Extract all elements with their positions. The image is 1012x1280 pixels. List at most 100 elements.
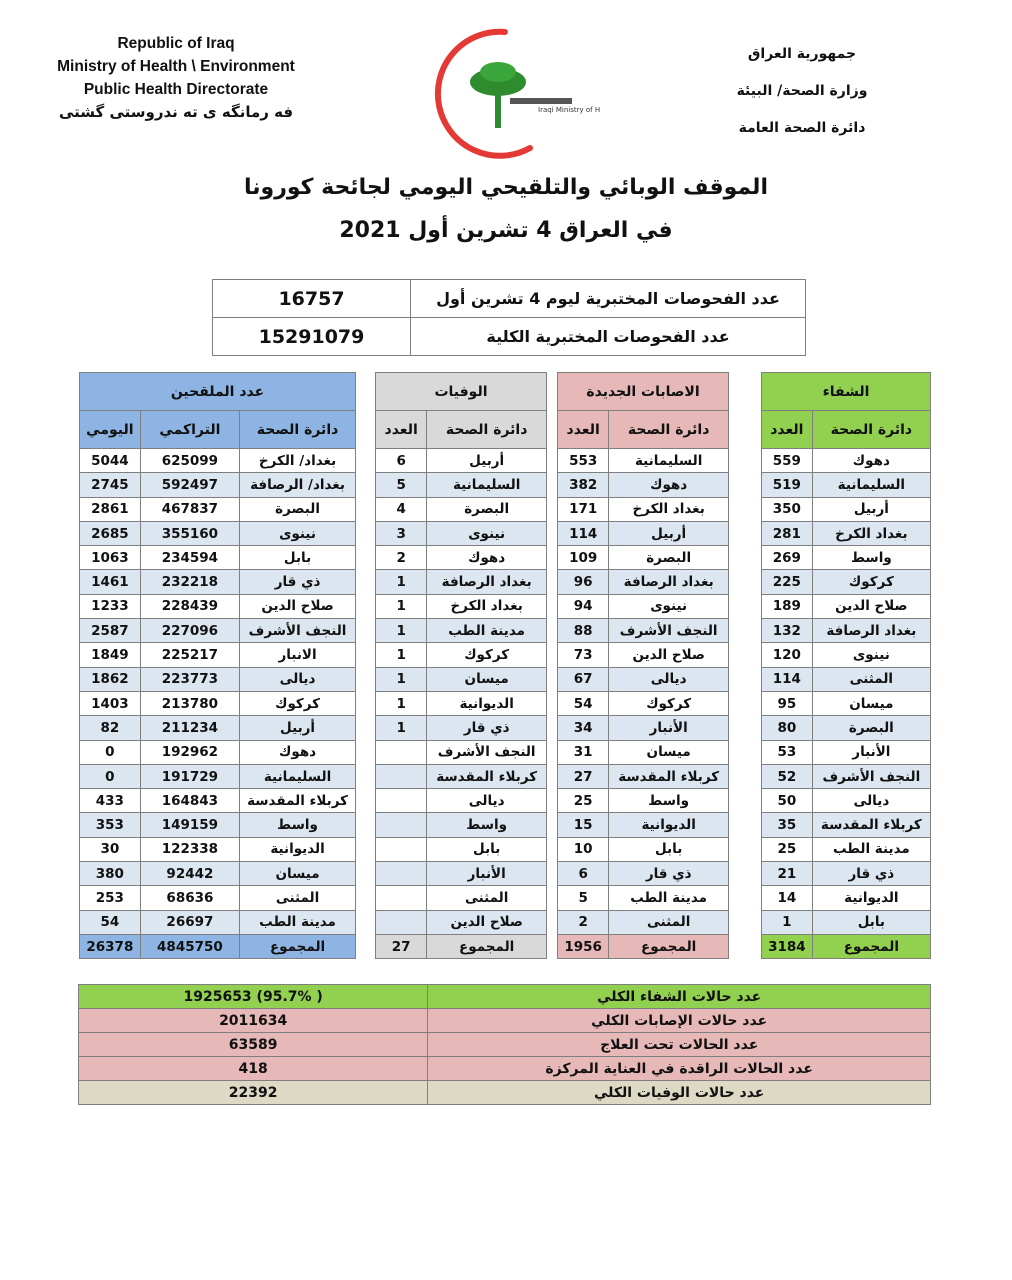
department-cell: أربيل <box>608 520 729 547</box>
department-cell: مدينة الطب <box>811 836 932 863</box>
department-cell: بغداد الكرخ <box>608 496 729 522</box>
cumulative-cell: 213780 <box>139 690 241 717</box>
department-cell: مدينة الطب <box>426 618 547 644</box>
column-header-row: دائرة الصحة التراكمي اليومي <box>79 410 356 449</box>
table-row: الانبار 225217 1849 <box>79 642 356 668</box>
daily-cell: 2587 <box>79 618 141 644</box>
summary-row: عدد حالات الإصابات الكلي 2011634 <box>77 1008 931 1033</box>
table-title-row: الشفاء <box>761 372 931 411</box>
department-cell: السليمانية <box>811 472 932 498</box>
cumulative-cell: 211234 <box>139 715 241 741</box>
department-cell: بغداد الرصافة <box>426 569 547 595</box>
department-cell: السليمانية <box>426 472 547 498</box>
department-cell: البصرة <box>239 496 356 522</box>
table-row: السليمانية 191729 0 <box>79 763 356 790</box>
column-header-cumulative: التراكمي <box>139 410 241 449</box>
count-cell: 2 <box>374 545 428 571</box>
department-cell: الأنبار <box>811 739 932 765</box>
table-row: أربيل 211234 82 <box>79 715 356 741</box>
department-cell: السليمانية <box>239 763 356 790</box>
summary-value: 22392 <box>77 1080 429 1105</box>
count-cell: 10 <box>556 836 610 863</box>
table-row: النجف الأشرف 88 <box>556 618 729 644</box>
count-cell: 67 <box>556 666 610 692</box>
count-cell: 189 <box>761 593 813 620</box>
daily-cell: 0 <box>79 739 141 765</box>
department-cell: ذي قار <box>608 861 729 887</box>
column-header-daily: اليومي <box>79 410 141 449</box>
count-cell <box>374 909 428 935</box>
count-cell: 269 <box>761 545 813 571</box>
table-row: مدينة الطب 25 <box>761 836 932 863</box>
department-cell: بغداد الرصافة <box>608 569 729 595</box>
cumulative-cell: 234594 <box>139 545 241 571</box>
daily-cell: 1063 <box>79 545 141 571</box>
count-cell: 21 <box>761 861 813 887</box>
table-row: واسط 149159 353 <box>79 812 356 838</box>
count-cell: 27 <box>556 763 610 790</box>
table-row: ميسان 92442 380 <box>79 861 356 887</box>
count-cell <box>374 812 428 838</box>
count-cell: 519 <box>761 472 813 498</box>
count-cell: 35 <box>761 812 813 838</box>
summary-row: عدد الحالات الراقدة في العناية المركزة 41… <box>77 1056 931 1081</box>
table-row: بغداد/ الكرخ 625099 5044 <box>79 447 356 474</box>
department-cell: دهوك <box>608 472 729 498</box>
count-cell <box>374 861 428 887</box>
count-cell: 114 <box>556 520 610 547</box>
department-cell: نينوى <box>426 520 547 547</box>
department-cell: بابل <box>811 909 932 935</box>
table-row: أربيل 350 <box>761 496 932 522</box>
letterhead-line: جمهورية العراق <box>747 46 857 62</box>
count-cell <box>374 763 428 790</box>
table-row: نينوى 94 <box>556 593 729 620</box>
count-cell: 1 <box>374 618 428 644</box>
table-row: كربلاء المقدسة <box>374 763 547 790</box>
department-cell: ديالى <box>239 666 356 692</box>
total-row: المجموع 27 <box>374 933 547 960</box>
department-cell: واسط <box>811 545 932 571</box>
daily-cell: 5044 <box>79 447 141 474</box>
tests-row: عدد الفحوصات المختبرية الكلية 15291079 <box>212 317 806 356</box>
count-cell: 14 <box>761 885 813 911</box>
department-cell: مدينة الطب <box>608 885 729 911</box>
department-cell: الأنبار <box>426 861 547 887</box>
table-row: البصرة 4 <box>374 496 547 522</box>
column-header-row: دائرة الصحة العدد <box>556 410 729 449</box>
ministry-logo: Iraqi Ministry of Health <box>434 28 600 159</box>
table-row: بغداد الكرخ 171 <box>556 496 729 522</box>
count-cell: 5 <box>556 885 610 911</box>
daily-cell: 1403 <box>79 690 141 717</box>
department-cell: ديالى <box>426 788 547 814</box>
department-cell: ميسان <box>608 739 729 765</box>
cumulative-cell: 68636 <box>139 885 241 911</box>
table-row: بغداد الرصافة 132 <box>761 618 932 644</box>
table-title: الشفاء <box>761 372 931 411</box>
cumulative-cell: 164843 <box>139 788 241 814</box>
table-row: واسط 25 <box>556 788 729 814</box>
department-cell: السليمانية <box>608 447 729 474</box>
count-cell: 1 <box>374 690 428 717</box>
column-header-department: دائرة الصحة <box>239 410 356 449</box>
count-cell: 1 <box>374 569 428 595</box>
table-row: كربلاء المقدسة 27 <box>556 763 729 790</box>
count-cell: 53 <box>761 739 813 765</box>
summary-value: 2011634 <box>77 1008 429 1033</box>
department-cell: أربيل <box>811 496 932 522</box>
letterhead-line: Ministry of Health \ Environment <box>57 58 295 75</box>
count-cell: 553 <box>556 447 610 474</box>
department-cell: واسط <box>426 812 547 838</box>
daily-cell: 30 <box>79 836 141 863</box>
department-cell: صلاح الدين <box>811 593 932 620</box>
daily-cell: 253 <box>79 885 141 911</box>
column-header-department: دائرة الصحة <box>608 410 729 449</box>
deaths-table: الوفيات دائرة الصحة العدد أربيل 6 السليمانية 5… <box>374 372 547 960</box>
department-cell: المثنى <box>608 909 729 935</box>
table-row: الديوانية 122338 30 <box>79 836 356 863</box>
cumulative-cell: 92442 <box>139 861 241 887</box>
total-row: المجموع 3184 <box>761 933 932 960</box>
table-title: الوفيات <box>375 372 547 411</box>
count-cell: 4 <box>374 496 428 522</box>
count-cell: 94 <box>556 593 610 620</box>
tests-value: 15291079 <box>212 317 411 356</box>
